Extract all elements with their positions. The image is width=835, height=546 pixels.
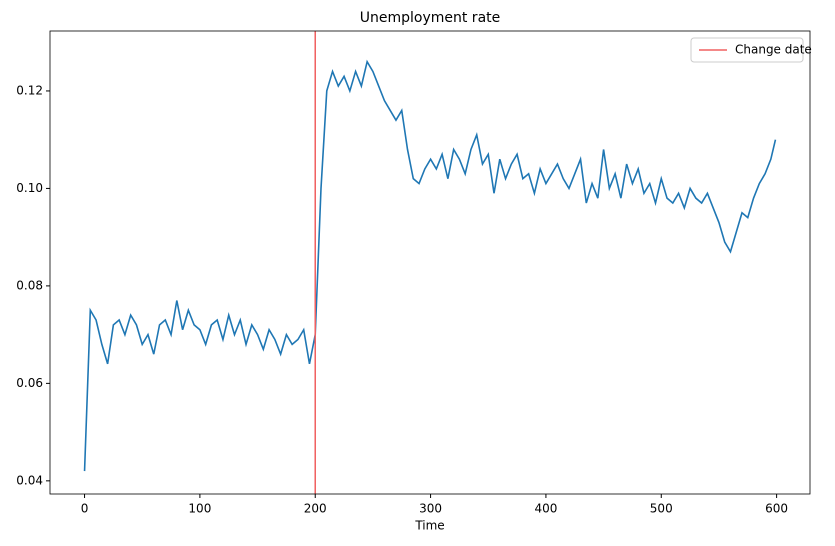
x-axis-label: Time: [414, 519, 444, 533]
x-tick-label: 600: [765, 502, 788, 516]
y-tick-label: 0.12: [16, 83, 43, 97]
x-tick-label: 400: [534, 502, 557, 516]
chart-title: Unemployment rate: [360, 10, 501, 26]
x-tick-label: 200: [304, 502, 327, 516]
y-tick-label: 0.06: [16, 376, 43, 390]
x-tick-label: 0: [81, 502, 89, 516]
x-tick-label: 300: [419, 502, 442, 516]
y-tick-label: 0.10: [16, 181, 43, 195]
y-tick-label: 0.04: [16, 473, 43, 487]
y-tick-label: 0.08: [16, 278, 43, 292]
x-tick-label: 500: [650, 502, 673, 516]
legend-box: [690, 37, 804, 63]
x-tick-label: 100: [188, 502, 211, 516]
legend-label: Change date: [735, 43, 812, 57]
data-line: [83, 59, 777, 472]
axes-frame: [49, 30, 811, 495]
